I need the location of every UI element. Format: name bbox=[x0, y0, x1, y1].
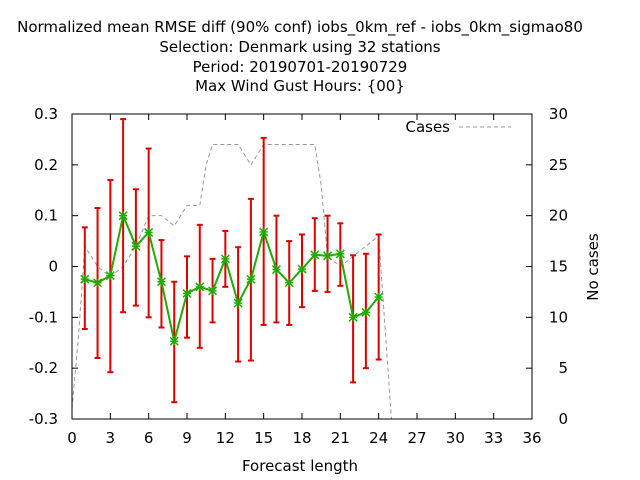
data-point bbox=[131, 241, 141, 251]
x-tick-label: 3 bbox=[106, 429, 116, 447]
data-point bbox=[297, 264, 307, 274]
data-point bbox=[310, 250, 320, 260]
data-point bbox=[144, 227, 154, 237]
data-point bbox=[80, 274, 90, 284]
data-point bbox=[182, 288, 192, 298]
x-axis: 0 3 6 9 12 15 18 21 24 27 30 33 36 bbox=[67, 114, 542, 447]
title-line-3: Period: 20190701-20190729 bbox=[193, 58, 408, 76]
y2-tick-label: 30 bbox=[549, 105, 568, 123]
data-point bbox=[118, 211, 128, 221]
data-point bbox=[246, 274, 256, 284]
data-point bbox=[156, 277, 166, 287]
x-tick-label: 30 bbox=[446, 429, 465, 447]
x-tick-label: 15 bbox=[254, 429, 273, 447]
y-tick-label: 0.1 bbox=[34, 207, 58, 225]
y2-tick-label: 20 bbox=[549, 207, 568, 225]
diff-line bbox=[84, 212, 380, 342]
data-point bbox=[195, 282, 205, 292]
data-point bbox=[335, 249, 345, 259]
x-tick-label: 27 bbox=[407, 429, 426, 447]
legend-label-cases: Cases bbox=[405, 118, 450, 136]
data-point bbox=[105, 271, 115, 281]
title-line-1: Normalized mean RMSE diff (90% conf) iob… bbox=[17, 18, 583, 37]
x-tick-label: 21 bbox=[331, 429, 350, 447]
data-point bbox=[93, 278, 103, 288]
data-point bbox=[233, 298, 243, 308]
data-point bbox=[374, 292, 384, 302]
y-tick-label: -0.3 bbox=[29, 410, 58, 428]
x-tick-label: 36 bbox=[522, 429, 541, 447]
y-tick-label: -0.2 bbox=[29, 359, 58, 377]
title-line-2: Selection: Denmark using 32 stations bbox=[159, 38, 440, 56]
y2-tick-label: 15 bbox=[549, 258, 568, 276]
x-tick-label: 12 bbox=[216, 429, 235, 447]
y2-tick-label: 0 bbox=[558, 410, 568, 428]
data-point bbox=[348, 312, 358, 322]
chart-title: Normalized mean RMSE diff (90% conf) iob… bbox=[17, 18, 583, 95]
data-point bbox=[220, 254, 230, 264]
x-tick-label: 33 bbox=[484, 429, 503, 447]
data-point bbox=[208, 286, 218, 296]
x-tick-label: 0 bbox=[67, 429, 77, 447]
y-tick-label: 0 bbox=[48, 258, 58, 276]
y2-tick-label: 10 bbox=[549, 308, 568, 326]
data-point bbox=[169, 336, 179, 346]
data-point bbox=[323, 251, 333, 261]
y-tick-label: 0.3 bbox=[34, 105, 58, 123]
y2-tick-label: 5 bbox=[558, 359, 568, 377]
diff-line-layer bbox=[84, 212, 380, 342]
y-axis: 0.3 0.2 0.1 0 -0.1 -0.2 -0.3 bbox=[29, 105, 78, 428]
x-tick-label: 18 bbox=[292, 429, 311, 447]
x-tick-label: 6 bbox=[144, 429, 154, 447]
data-point bbox=[284, 278, 294, 288]
x-axis-label: Forecast length bbox=[242, 457, 358, 475]
y-tick-label: 0.2 bbox=[34, 156, 58, 174]
legend: Cases bbox=[405, 118, 511, 136]
y2-axis: 30 25 20 15 10 5 0 bbox=[526, 105, 568, 428]
marker-layer bbox=[80, 211, 384, 346]
y2-tick-label: 25 bbox=[549, 156, 568, 174]
x-tick-label: 9 bbox=[182, 429, 192, 447]
title-line-4: Max Wind Gust Hours: {00} bbox=[195, 77, 405, 95]
y-tick-label: -0.1 bbox=[29, 308, 58, 326]
data-point bbox=[271, 265, 281, 275]
y2-axis-label: No cases bbox=[584, 233, 602, 301]
data-point bbox=[361, 307, 371, 317]
x-tick-label: 24 bbox=[369, 429, 388, 447]
data-point bbox=[259, 227, 269, 237]
